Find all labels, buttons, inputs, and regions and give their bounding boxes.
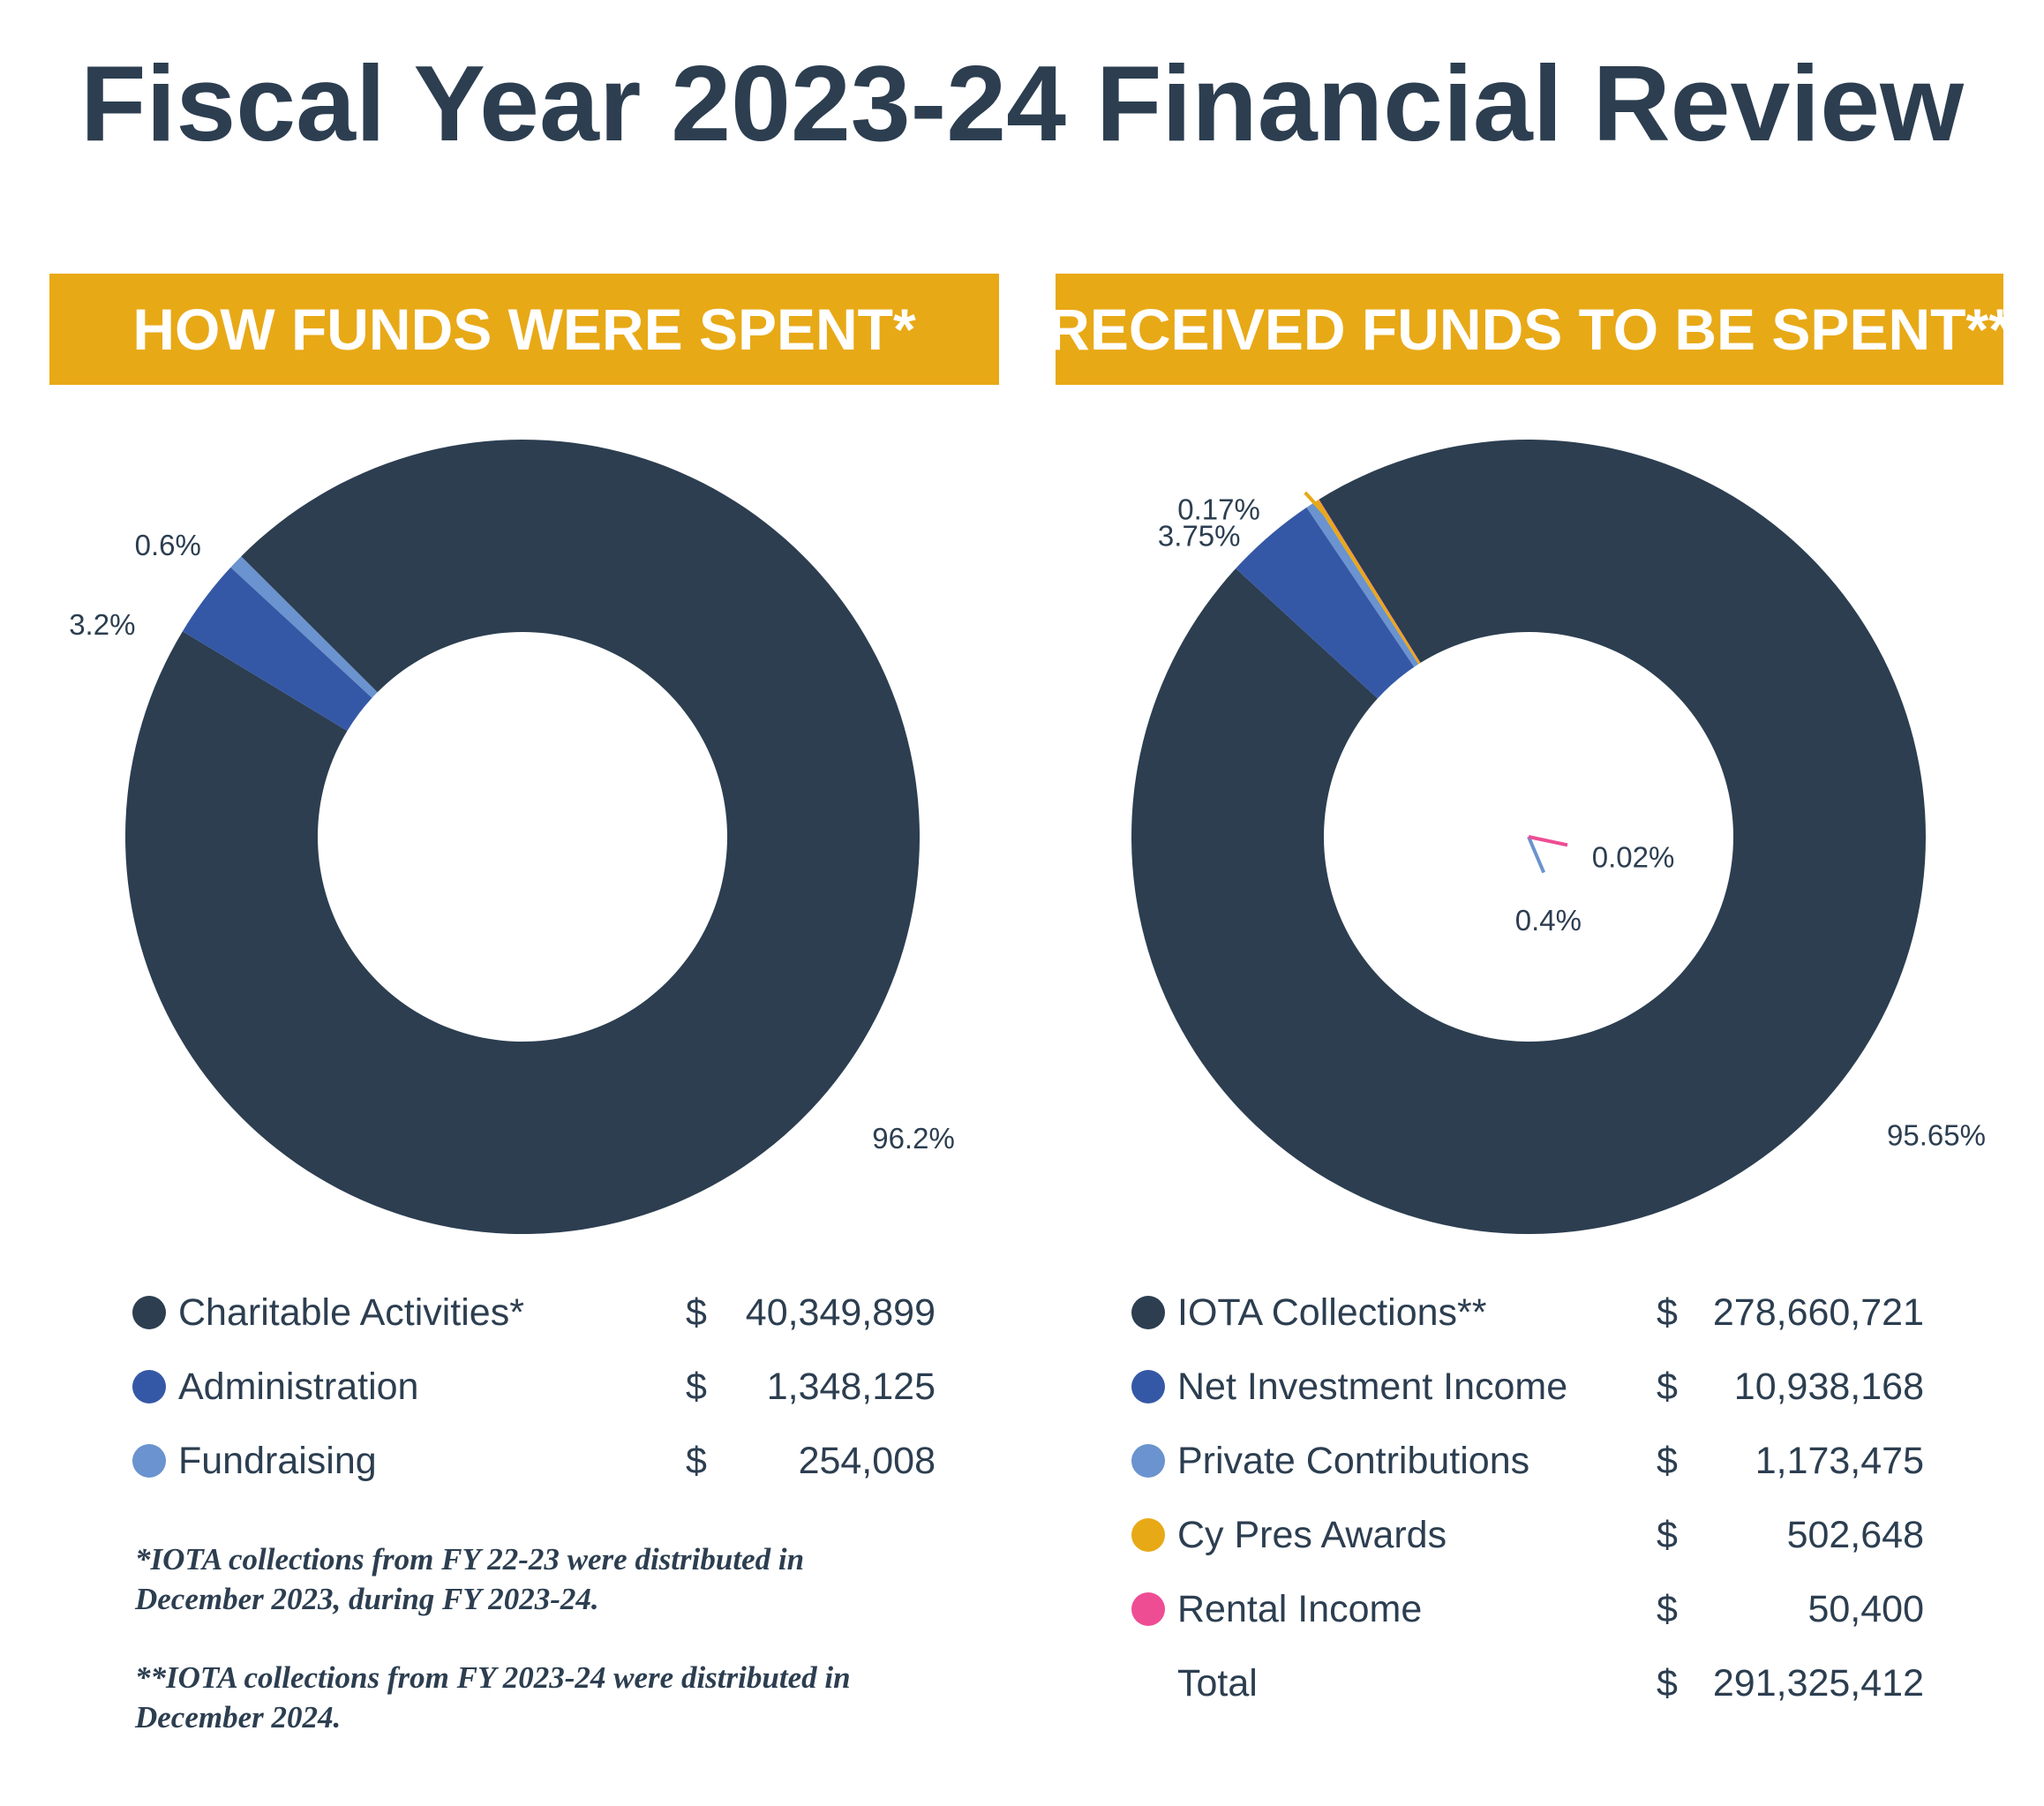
received-legend: IOTA Collections** $278,660,721 Net Invest… bbox=[1131, 1275, 1926, 1720]
leader-line-private-contributions bbox=[1527, 836, 1546, 874]
slice-label-charitable-activities: 96.2% bbox=[872, 1122, 955, 1155]
legend-label: Administration bbox=[178, 1365, 419, 1408]
slice-administration bbox=[182, 567, 372, 731]
slice-label-net-investment-income: 3.75% bbox=[1158, 520, 1241, 553]
slice-label-rental-income: 0.02% bbox=[1592, 841, 1675, 874]
slice-label-administration: 3.2% bbox=[69, 608, 135, 641]
legend-amount: 1,348,125 bbox=[766, 1365, 936, 1408]
footnote-iota-22-23: *IOTA collections from FY 22-23 were dis… bbox=[135, 1542, 805, 1616]
legend-currency: $ bbox=[1657, 1587, 1678, 1630]
legend-label: Private Contributions bbox=[1177, 1439, 1530, 1482]
slice-net-investment-income bbox=[1236, 507, 1415, 699]
legend-label: Net Investment Income bbox=[1177, 1365, 1568, 1408]
slice-label-iota-collections: 95.65% bbox=[1887, 1118, 1986, 1151]
slice-label-private-contributions: 0.4% bbox=[1515, 904, 1582, 937]
legend-currency: $ bbox=[1657, 1291, 1678, 1334]
legend-label: Cy Pres Awards bbox=[1177, 1513, 1447, 1556]
received-banner: RECEIVED FUNDS TO BE SPENT** bbox=[1048, 274, 2011, 385]
slice-charitable-activities bbox=[124, 439, 920, 1234]
page-title: Fiscal Year 2023-24 Financial Review bbox=[79, 43, 1965, 163]
spent-legend-row-charitable-activities: Charitable Activities* $40,349,899 bbox=[132, 1275, 936, 1350]
leader-line-cy-pres-awards bbox=[1304, 491, 1328, 517]
received-legend-row-iota-collections: IOTA Collections** $278,660,721 bbox=[1131, 1275, 1926, 1350]
slice-rental-income bbox=[1319, 499, 1421, 664]
received-donut-chart: 95.65% 3.75% 0.4% 0.17% 0.02% bbox=[1131, 440, 1986, 1234]
received-legend-row-rental-income: Rental Income $50,400 bbox=[1131, 1572, 1926, 1646]
legend-swatch bbox=[132, 1444, 166, 1478]
slice-label-fundraising: 0.6% bbox=[135, 529, 201, 561]
received-legend-row-net-investment-income: Net Investment Income $10,938,168 bbox=[1131, 1350, 1926, 1424]
legend-amount: 254,008 bbox=[798, 1439, 936, 1482]
legend-currency: $ bbox=[686, 1291, 707, 1334]
legend-currency: $ bbox=[1657, 1513, 1678, 1556]
legend-swatch bbox=[1131, 1518, 1165, 1552]
legend-amount: 40,349,899 bbox=[745, 1291, 936, 1334]
legend-currency: $ bbox=[1657, 1365, 1678, 1408]
legend-label: Rental Income bbox=[1177, 1587, 1423, 1630]
legend-amount: 502,648 bbox=[1786, 1513, 1924, 1556]
leader-line-rental-income bbox=[1528, 835, 1568, 847]
legend-amount: 291,325,412 bbox=[1712, 1661, 1924, 1704]
legend-amount: 50,400 bbox=[1807, 1587, 1924, 1630]
legend-swatch bbox=[132, 1370, 166, 1403]
legend-amount: 10,938,168 bbox=[1733, 1365, 1924, 1408]
slice-iota-collections bbox=[1131, 440, 1926, 1234]
spent-donut-chart: 96.2% 3.2% 0.6% bbox=[69, 439, 955, 1234]
legend-swatch bbox=[132, 1296, 166, 1329]
slice-label-cy-pres-awards: 0.17% bbox=[1177, 493, 1260, 525]
footnote-iota-23-24: **IOTA collections from FY 2023-24 were … bbox=[135, 1660, 851, 1735]
legend-swatch bbox=[1131, 1592, 1165, 1626]
legend-amount: 1,173,475 bbox=[1755, 1439, 1924, 1482]
slice-cy-pres-awards bbox=[1314, 500, 1421, 665]
legend-swatch bbox=[1131, 1370, 1165, 1403]
legend-swatch bbox=[1131, 1444, 1165, 1478]
legend-label: IOTA Collections** bbox=[1177, 1291, 1487, 1334]
legend-currency: $ bbox=[686, 1439, 707, 1482]
legend-swatch bbox=[1131, 1667, 1165, 1700]
legend-label: Total bbox=[1177, 1661, 1258, 1704]
legend-swatch bbox=[1131, 1296, 1165, 1329]
spent-banner: HOW FUNDS WERE SPENT* bbox=[49, 274, 999, 385]
legend-currency: $ bbox=[1657, 1661, 1678, 1704]
slice-private-contributions bbox=[1306, 501, 1419, 667]
legend-currency: $ bbox=[686, 1365, 707, 1408]
legend-amount: 278,660,721 bbox=[1712, 1291, 1924, 1334]
received-legend-row-cy-pres-awards: Cy Pres Awards $502,648 bbox=[1131, 1498, 1926, 1572]
legend-label: Fundraising bbox=[178, 1439, 377, 1482]
spent-legend-row-fundraising: Fundraising $254,008 bbox=[132, 1424, 936, 1498]
spent-legend: Charitable Activities* $40,349,899 Adminis… bbox=[132, 1275, 936, 1498]
spent-legend-row-administration: Administration $1,348,125 bbox=[132, 1350, 936, 1424]
legend-currency: $ bbox=[1657, 1439, 1678, 1482]
legend-label: Charitable Activities* bbox=[178, 1291, 524, 1334]
received-legend-row-private-contributions: Private Contributions $1,173,475 bbox=[1131, 1424, 1926, 1498]
slice-fundraising bbox=[230, 556, 378, 698]
received-legend-row-total: Total $291,325,412 bbox=[1131, 1646, 1926, 1720]
